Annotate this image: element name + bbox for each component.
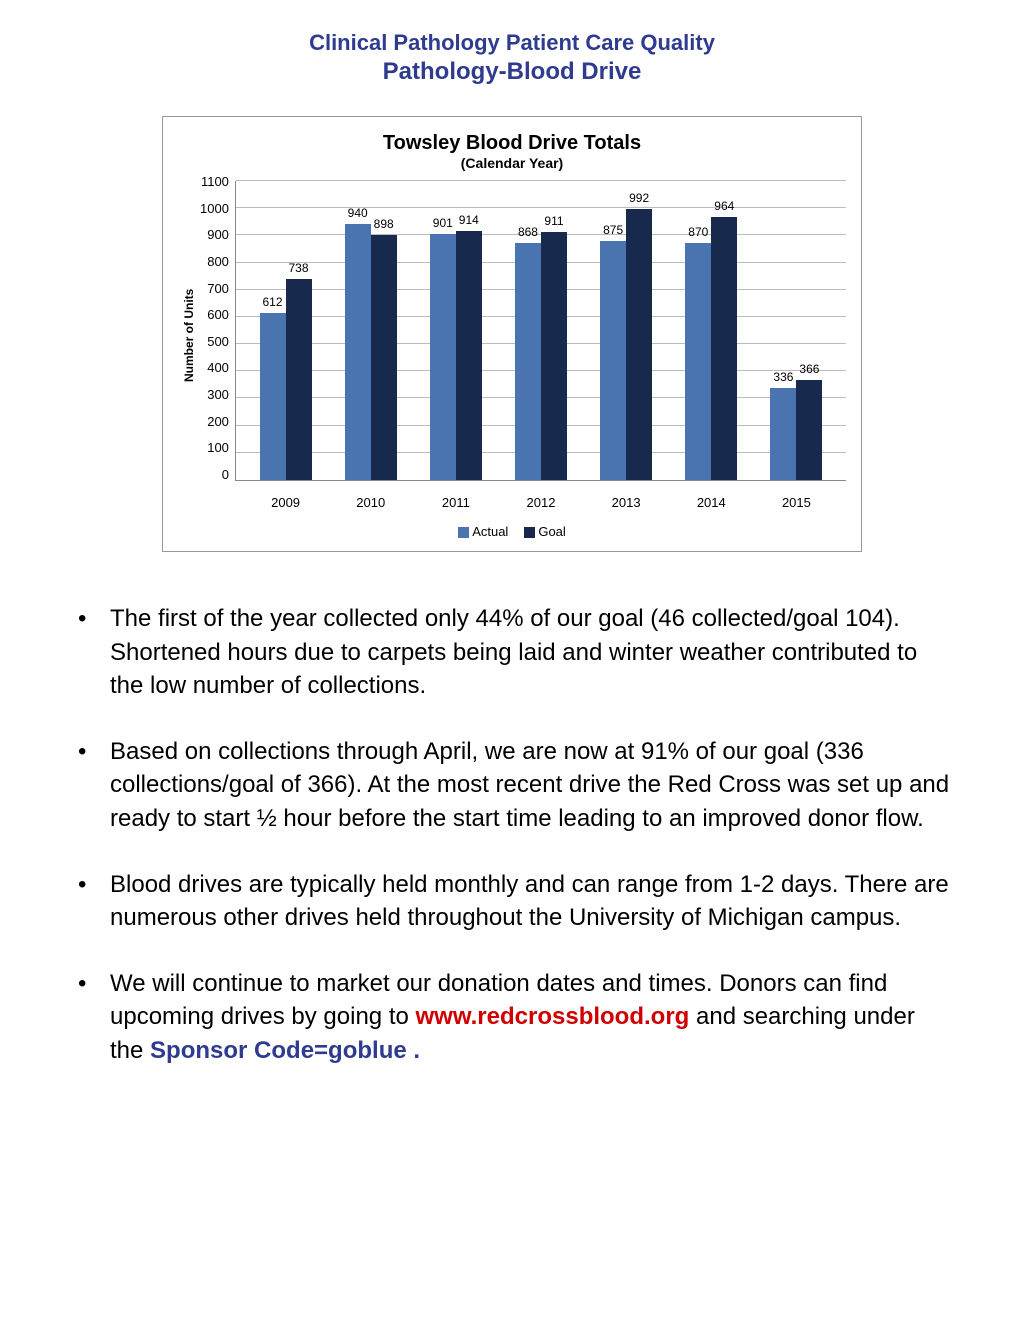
x-tick-label: 2014 — [680, 495, 743, 510]
bullet-item: Blood drives are typically held monthly … — [70, 868, 954, 935]
bar-group: 940898 — [339, 224, 402, 480]
y-tick: 0 — [200, 467, 229, 482]
bar-group: 868911 — [509, 232, 572, 480]
y-tick: 300 — [200, 387, 229, 402]
x-axis-labels: 2009 2010 2011 2012 2013 2014 2015 — [236, 489, 846, 510]
bar-goal: 992 — [626, 209, 652, 480]
redcross-link[interactable]: www.redcrossblood.org — [416, 1003, 690, 1030]
bullet-item: The first of the year collected only 44%… — [70, 602, 954, 703]
bullet-item: Based on collections through April, we a… — [70, 735, 954, 836]
x-tick-label: 2011 — [424, 495, 487, 510]
y-tick: 200 — [200, 414, 229, 429]
bar-group: 901914 — [424, 231, 487, 480]
bar-goal: 964 — [711, 217, 737, 480]
y-tick: 1000 — [200, 201, 229, 216]
y-axis-ticks: 0 100 200 300 400 500 600 700 800 900 1000 1100 — [200, 174, 235, 482]
bar-actual: 901 — [430, 234, 456, 480]
bar-actual: 336 — [770, 388, 796, 480]
legend-swatch — [524, 527, 535, 538]
bar-goal: 898 — [371, 235, 397, 480]
chart-subtitle: (Calendar Year) — [178, 155, 846, 171]
bar-value-label: 366 — [799, 362, 819, 376]
bar-value-label: 870 — [688, 225, 708, 239]
bar-actual: 870 — [685, 243, 711, 480]
bar-value-label: 336 — [773, 370, 793, 384]
y-tick: 100 — [200, 440, 229, 455]
y-tick: 1100 — [200, 174, 229, 189]
bar-value-label: 940 — [348, 206, 368, 220]
legend-label: Goal — [538, 524, 565, 539]
header-line-2: Pathology-Blood Drive — [70, 58, 954, 86]
y-tick: 600 — [200, 307, 229, 322]
x-tick-label: 2009 — [254, 495, 317, 510]
bar-value-label: 964 — [714, 199, 734, 213]
bar-value-label: 738 — [288, 261, 308, 275]
chart-title: Towsley Blood Drive Totals — [178, 132, 846, 155]
y-tick: 500 — [200, 334, 229, 349]
bar-group: 870964 — [680, 217, 743, 480]
x-tick-label: 2013 — [595, 495, 658, 510]
legend-swatch — [458, 527, 469, 538]
bar-group: 612738 — [254, 279, 317, 480]
sponsor-code: Sponsor Code=goblue . — [150, 1037, 420, 1064]
bar-value-label: 914 — [459, 213, 479, 227]
y-tick: 400 — [200, 360, 229, 375]
x-tick-label: 2015 — [765, 495, 828, 510]
bar-actual: 875 — [600, 241, 626, 480]
bar-value-label: 612 — [262, 295, 282, 309]
bar-goal: 914 — [456, 231, 482, 480]
chart-legend: Actual Goal — [178, 524, 846, 539]
chart-plot-area: 6127389408989019148689118759928709643363… — [235, 181, 846, 481]
bar-actual: 940 — [345, 224, 371, 480]
bar-goal: 911 — [541, 232, 567, 480]
bullet-item: We will continue to market our donation … — [70, 967, 954, 1068]
y-axis-label: Number of Units — [178, 181, 200, 489]
bar-value-label: 868 — [518, 225, 538, 239]
bar-actual: 612 — [260, 313, 286, 480]
bar-value-label: 901 — [433, 216, 453, 230]
header-line-1: Clinical Pathology Patient Care Quality — [70, 30, 954, 56]
page-header: Clinical Pathology Patient Care Quality … — [70, 30, 954, 86]
bar-actual: 868 — [515, 243, 541, 480]
legend-item: Goal — [524, 524, 565, 539]
legend-label: Actual — [472, 524, 508, 539]
bullet-list: The first of the year collected only 44%… — [70, 602, 954, 1068]
x-tick-label: 2012 — [509, 495, 572, 510]
y-tick: 900 — [200, 227, 229, 242]
bar-value-label: 911 — [544, 214, 563, 228]
bar-group: 336366 — [765, 380, 828, 480]
bar-value-label: 875 — [603, 223, 623, 237]
bar-goal: 738 — [286, 279, 312, 480]
bar-goal: 366 — [796, 380, 822, 480]
legend-item: Actual — [458, 524, 508, 539]
bar-value-label: 992 — [629, 191, 649, 205]
y-tick: 800 — [200, 254, 229, 269]
bar-value-label: 898 — [374, 217, 394, 231]
bar-group: 875992 — [595, 209, 658, 480]
blood-drive-chart: Towsley Blood Drive Totals (Calendar Yea… — [162, 116, 862, 552]
x-tick-label: 2010 — [339, 495, 402, 510]
y-tick: 700 — [200, 281, 229, 296]
